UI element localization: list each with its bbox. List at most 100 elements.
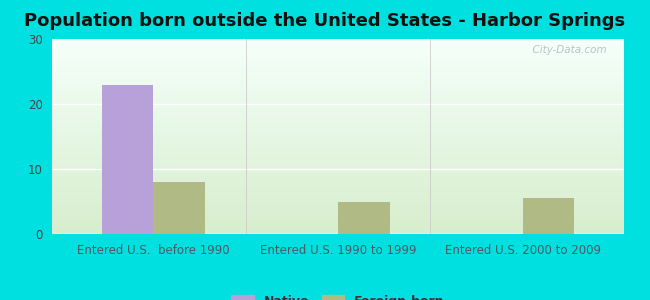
Bar xyxy=(52,167,624,168)
Bar xyxy=(52,190,624,191)
Bar xyxy=(52,104,624,105)
Bar xyxy=(52,68,624,69)
Bar xyxy=(52,107,624,108)
Bar xyxy=(52,119,624,120)
Bar xyxy=(52,73,624,74)
Bar xyxy=(338,202,389,234)
Bar xyxy=(52,191,624,192)
Bar xyxy=(52,77,624,78)
Bar xyxy=(52,75,624,76)
Bar xyxy=(52,64,624,65)
Bar xyxy=(52,192,624,193)
Bar xyxy=(52,114,624,115)
Bar xyxy=(52,71,624,72)
Bar xyxy=(52,232,624,233)
Bar xyxy=(153,182,205,234)
Bar xyxy=(52,210,624,211)
Bar xyxy=(52,154,624,155)
Bar xyxy=(52,176,624,177)
Bar xyxy=(52,218,624,219)
Bar xyxy=(52,202,624,203)
Bar xyxy=(52,103,624,104)
Bar xyxy=(52,131,624,132)
Bar xyxy=(52,47,624,48)
Bar xyxy=(52,186,624,187)
Bar xyxy=(52,63,624,64)
Bar xyxy=(52,157,624,158)
Bar xyxy=(52,98,624,100)
Bar xyxy=(52,95,624,97)
Bar xyxy=(52,112,624,113)
Bar xyxy=(52,179,624,180)
Bar xyxy=(52,180,624,181)
Bar xyxy=(52,226,624,227)
Bar xyxy=(52,201,624,202)
Bar xyxy=(52,197,624,198)
Bar xyxy=(52,220,624,221)
Bar xyxy=(52,84,624,85)
Bar xyxy=(52,50,624,51)
Bar xyxy=(52,40,624,41)
Text: Population born outside the United States - Harbor Springs: Population born outside the United State… xyxy=(25,12,625,30)
Bar xyxy=(52,211,624,212)
Bar xyxy=(52,85,624,86)
Bar xyxy=(52,169,624,170)
Bar xyxy=(52,54,624,55)
Bar xyxy=(52,160,624,161)
Bar xyxy=(52,162,624,163)
Bar xyxy=(52,86,624,87)
Bar xyxy=(52,92,624,93)
Bar xyxy=(52,182,624,183)
Bar xyxy=(52,214,624,215)
Bar xyxy=(52,181,624,182)
Bar xyxy=(52,161,624,162)
Bar xyxy=(52,88,624,89)
Bar xyxy=(52,188,624,189)
Bar xyxy=(52,163,624,164)
Bar xyxy=(52,148,624,149)
Bar xyxy=(52,79,624,80)
Bar xyxy=(52,123,624,124)
Bar xyxy=(52,193,624,194)
Bar xyxy=(52,48,624,49)
Bar xyxy=(52,206,624,207)
Bar xyxy=(52,139,624,140)
Bar xyxy=(52,199,624,200)
Bar xyxy=(52,137,624,138)
Bar xyxy=(52,66,624,67)
Bar xyxy=(52,156,624,157)
Bar xyxy=(52,195,624,196)
Bar xyxy=(52,129,624,130)
Bar xyxy=(52,222,624,223)
Bar xyxy=(52,91,624,92)
Bar xyxy=(52,97,624,98)
Bar xyxy=(52,227,624,228)
Bar xyxy=(52,58,624,59)
Bar xyxy=(52,177,624,178)
Bar xyxy=(52,41,624,42)
Bar xyxy=(52,93,624,94)
Bar xyxy=(52,183,624,184)
Bar xyxy=(52,81,624,82)
Bar xyxy=(52,67,624,68)
Bar xyxy=(52,70,624,71)
Bar xyxy=(52,118,624,119)
Bar xyxy=(52,233,624,234)
Bar xyxy=(52,164,624,165)
Bar xyxy=(52,217,624,218)
Bar xyxy=(523,198,574,234)
Bar xyxy=(52,221,624,222)
Bar xyxy=(52,229,624,230)
Bar xyxy=(52,45,624,46)
Bar xyxy=(52,94,624,95)
Bar xyxy=(52,172,624,173)
Bar xyxy=(52,168,624,169)
Bar xyxy=(52,90,624,91)
Bar xyxy=(52,223,624,224)
Bar xyxy=(52,55,624,56)
Bar xyxy=(52,207,624,208)
Bar xyxy=(52,110,624,111)
Bar xyxy=(52,198,624,199)
Bar xyxy=(52,150,624,151)
Bar xyxy=(52,121,624,122)
